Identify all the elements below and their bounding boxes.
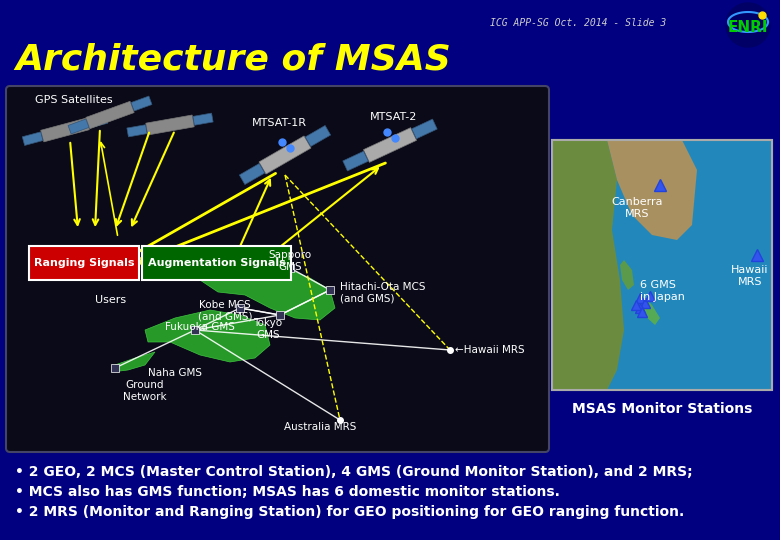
Text: • 2 MRS (Monitor and Ranging Station) for GEO positioning for GEO ranging functi: • 2 MRS (Monitor and Ranging Station) fo… [15, 505, 684, 519]
Bar [552, 140, 772, 390]
Polygon shape [200, 260, 335, 320]
FancyBboxPatch shape [412, 119, 437, 139]
Text: Naha GMS: Naha GMS [148, 368, 202, 378]
Circle shape [726, 3, 770, 47]
FancyBboxPatch shape [127, 125, 147, 137]
FancyBboxPatch shape [6, 86, 549, 452]
Text: Australia MRS: Australia MRS [284, 422, 356, 432]
Text: Hitachi-Ota MCS
(and GMS): Hitachi-Ota MCS (and GMS) [340, 282, 426, 303]
Text: Ground
Network: Ground Network [123, 380, 167, 402]
Text: Augmentation Signals: Augmentation Signals [147, 258, 285, 268]
Text: MTSAT-2: MTSAT-2 [370, 112, 417, 122]
Polygon shape [552, 140, 624, 390]
Text: ←Hawaii MRS: ←Hawaii MRS [455, 345, 525, 355]
Text: Fukuoka GMS: Fukuoka GMS [165, 322, 235, 332]
Polygon shape [145, 310, 270, 362]
Text: GPS Satellites: GPS Satellites [35, 95, 112, 105]
Text: MTSAT-1R: MTSAT-1R [252, 118, 307, 128]
FancyBboxPatch shape [142, 246, 291, 280]
FancyBboxPatch shape [343, 151, 368, 171]
Text: 6 GMS
in Japan: 6 GMS in Japan [640, 280, 685, 302]
Text: • MCS also has GMS function; MSAS has 6 domestic monitor stations.: • MCS also has GMS function; MSAS has 6 … [15, 485, 560, 499]
FancyBboxPatch shape [259, 136, 311, 174]
Text: Canberra
MRS: Canberra MRS [612, 197, 663, 219]
FancyBboxPatch shape [193, 113, 213, 125]
FancyBboxPatch shape [68, 119, 89, 134]
FancyBboxPatch shape [86, 102, 134, 129]
FancyBboxPatch shape [363, 127, 417, 163]
Text: MSAS Monitor Stations: MSAS Monitor Stations [572, 402, 752, 416]
Text: Kobe MCS
(and GMS): Kobe MCS (and GMS) [198, 300, 252, 322]
FancyBboxPatch shape [41, 118, 89, 142]
Polygon shape [637, 295, 660, 325]
FancyBboxPatch shape [87, 114, 108, 128]
Polygon shape [607, 140, 697, 240]
Text: • 2 GEO, 2 MCS (Master Control Station), 4 GMS (Ground Monitor Station), and 2 M: • 2 GEO, 2 MCS (Master Control Station),… [15, 465, 693, 479]
Polygon shape [620, 260, 634, 290]
FancyBboxPatch shape [146, 115, 194, 135]
Bar [552, 140, 772, 390]
FancyBboxPatch shape [239, 164, 264, 185]
Polygon shape [112, 352, 155, 372]
Text: Tokyo
GMS: Tokyo GMS [254, 318, 282, 340]
FancyBboxPatch shape [131, 96, 152, 111]
Text: Ranging Signals: Ranging Signals [34, 258, 134, 268]
FancyBboxPatch shape [29, 246, 139, 280]
Text: ICG APP-SG Oct. 2014 - Slide 3: ICG APP-SG Oct. 2014 - Slide 3 [490, 18, 666, 28]
Text: Architecture of MSAS: Architecture of MSAS [15, 42, 451, 76]
Text: Users: Users [95, 295, 126, 305]
Text: ENRI: ENRI [728, 21, 768, 36]
FancyBboxPatch shape [305, 125, 331, 146]
FancyBboxPatch shape [23, 132, 43, 145]
Text: ✈: ✈ [83, 251, 108, 279]
Text: Sapporo
GMS: Sapporo GMS [268, 250, 311, 272]
Text: Hawaii
MRS: Hawaii MRS [732, 265, 769, 287]
